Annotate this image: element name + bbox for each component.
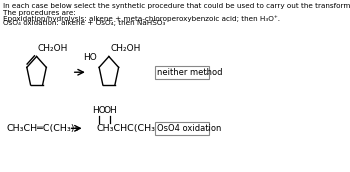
Text: Epoxidation/hydrolysis: alkene + meta-chloroperoxybenzoic acid; then H₃O⁺.: Epoxidation/hydrolysis: alkene + meta-ch… (3, 15, 280, 22)
Text: ⌄: ⌄ (203, 68, 210, 77)
Text: OH: OH (103, 106, 117, 115)
Text: ⌄: ⌄ (203, 124, 210, 133)
Text: CH₃CH═C(CH₃)₂: CH₃CH═C(CH₃)₂ (7, 124, 79, 133)
Text: The procedures are:: The procedures are: (3, 10, 76, 16)
FancyBboxPatch shape (155, 66, 209, 79)
Text: HO: HO (92, 106, 106, 115)
Text: HO: HO (83, 53, 97, 62)
Text: neither method: neither method (158, 68, 223, 77)
Text: OsO₄ oxidation: alkene + OsO₄; then NaHSO₃: OsO₄ oxidation: alkene + OsO₄; then NaHS… (3, 20, 165, 26)
Text: OsO4 oxidation: OsO4 oxidation (158, 124, 222, 133)
Text: CH₂OH: CH₂OH (37, 44, 68, 53)
Text: CH₃CHC(CH₃)₂: CH₃CHC(CH₃)₂ (96, 124, 163, 133)
FancyBboxPatch shape (155, 122, 209, 135)
Text: In each case below select the synthetic procedure that could be used to carry ou: In each case below select the synthetic … (3, 3, 350, 9)
Text: CH₂OH: CH₂OH (110, 44, 141, 53)
